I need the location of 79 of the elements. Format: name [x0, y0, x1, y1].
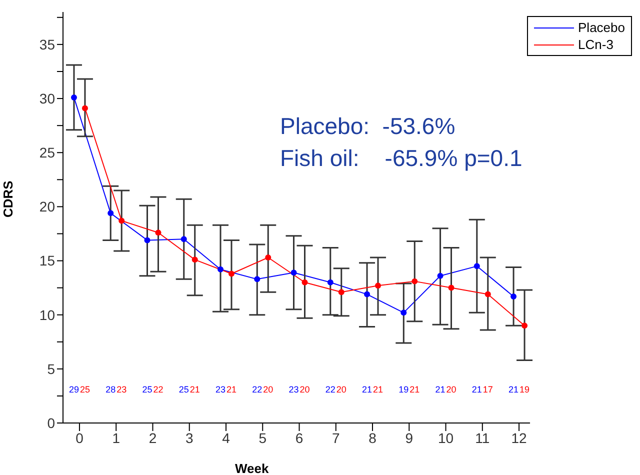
point	[192, 256, 198, 263]
x-tick-label: 4	[222, 430, 230, 446]
annotation: 23	[215, 384, 226, 394]
point	[338, 289, 344, 296]
annotation: 21	[410, 384, 420, 394]
point	[327, 279, 334, 286]
point	[474, 263, 480, 270]
x-tick-label: 9	[405, 430, 414, 446]
annotation: 21	[373, 384, 384, 394]
y-axis-title: CDRS	[0, 180, 16, 218]
point	[180, 236, 187, 242]
point	[302, 279, 308, 286]
x-tick-label: 10	[438, 430, 454, 446]
annotation: 19	[398, 384, 409, 394]
point	[484, 291, 491, 298]
x-tick-label: 6	[295, 430, 304, 446]
annotation: 21	[508, 384, 519, 394]
annotation: 19	[520, 384, 530, 394]
point	[118, 218, 125, 224]
annotation: 22	[325, 384, 336, 394]
annotation: Fish oil: -65.9% p=0.1	[280, 144, 522, 173]
annotation: 20	[336, 384, 346, 394]
y-tick-label: 10	[39, 306, 56, 323]
point	[228, 270, 234, 277]
y-tick-label: 5	[47, 360, 56, 377]
annotation: 22	[153, 384, 164, 394]
y-tick-label: 15	[39, 252, 56, 269]
x-tick-label: 1	[112, 430, 120, 446]
y-tick-label: 0	[47, 414, 56, 431]
point	[265, 254, 272, 261]
legend-label: Placebo	[578, 20, 625, 35]
x-tick-label: 3	[185, 430, 194, 446]
annotation: 21	[190, 384, 200, 394]
point	[144, 237, 150, 244]
point	[108, 210, 114, 216]
x-tick-label: 7	[332, 430, 340, 446]
annotation: 21	[472, 384, 482, 394]
point	[82, 105, 88, 112]
point	[254, 276, 260, 282]
annotation: 23	[116, 384, 127, 394]
x-tick-label: 8	[368, 430, 377, 446]
annotation: 25	[142, 384, 152, 394]
annotation: 20	[446, 384, 456, 394]
annotation: 29	[68, 384, 79, 394]
point	[290, 270, 297, 276]
annotation: 21	[226, 384, 236, 394]
point	[448, 284, 454, 291]
y-tick-label: 20	[39, 198, 56, 215]
annotation: 17	[482, 384, 493, 394]
point	[155, 230, 162, 236]
x-axis-title: Week	[235, 461, 270, 475]
y-tick-label: 25	[39, 144, 56, 161]
annotation: 20	[300, 384, 310, 394]
y-tick-label: 35	[39, 36, 56, 52]
x-tick-label: 5	[258, 430, 267, 446]
x-tick-label: 11	[475, 430, 490, 446]
annotation: 25	[80, 384, 90, 394]
x-tick-label: 0	[76, 430, 84, 446]
point	[510, 293, 517, 300]
point	[70, 94, 77, 100]
annotation: 28	[106, 384, 116, 394]
point	[364, 291, 370, 298]
x-tick-label: 2	[148, 430, 157, 446]
legend-label: LCn-3	[578, 37, 614, 52]
point	[218, 266, 224, 272]
y-tick-label: 30	[39, 90, 56, 106]
annotation: 25	[178, 384, 189, 394]
point	[412, 278, 418, 284]
point	[522, 322, 528, 329]
x-tick-label: 12	[511, 430, 528, 446]
annotation: 21	[435, 384, 446, 394]
annotation: 23	[288, 384, 299, 394]
annotation: Placebo: -53.6%	[280, 112, 456, 141]
point	[437, 272, 444, 279]
point	[375, 282, 382, 289]
annotation: 20	[263, 384, 274, 394]
point	[400, 310, 407, 316]
annotation: 21	[362, 384, 372, 394]
annotation: 22	[252, 384, 262, 394]
